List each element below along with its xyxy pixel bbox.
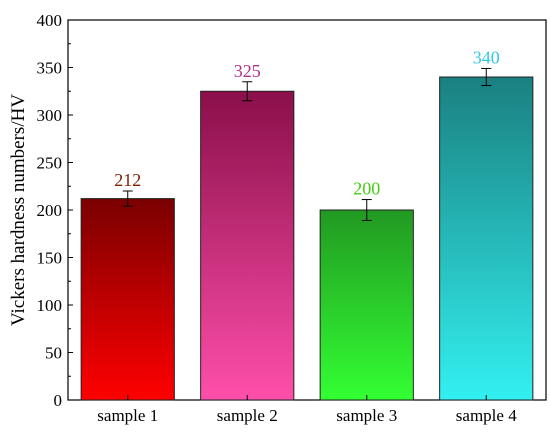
x-tick-label: sample 1 [97,406,158,425]
bar-sample-4 [439,76,534,401]
x-tick-label: sample 3 [336,406,397,425]
y-tick-label: 400 [37,11,63,30]
data-labels-group: 212 325 200 340 [114,47,500,198]
x-axis: sample 1 sample 2 sample 3 sample 4 [97,395,517,425]
bar-sample-2 [200,90,295,401]
x-tick-label: sample 4 [456,406,517,425]
error-bars-group [122,67,492,221]
bar-sample-1 [80,198,175,401]
data-label: 212 [114,170,141,190]
y-axis-title: Vickers hardness numbers/HV [8,94,29,326]
data-label: 325 [234,61,261,81]
y-tick-label: 50 [45,344,62,363]
y-tick-label: 100 [37,296,63,315]
bar-sample-3 [319,209,414,401]
data-label: 340 [473,47,500,67]
bars-group [80,76,534,401]
y-tick-label: 350 [37,59,63,78]
y-tick-label: 250 [37,154,63,173]
y-tick-label: 300 [37,106,63,125]
y-tick-label: 150 [37,249,63,268]
y-tick-label: 200 [37,201,63,220]
x-tick-label: sample 2 [217,406,278,425]
y-axis: 0 50 100 150 200 250 300 350 400 [37,11,73,410]
data-label: 200 [353,179,380,199]
y-tick-label: 0 [54,391,63,410]
